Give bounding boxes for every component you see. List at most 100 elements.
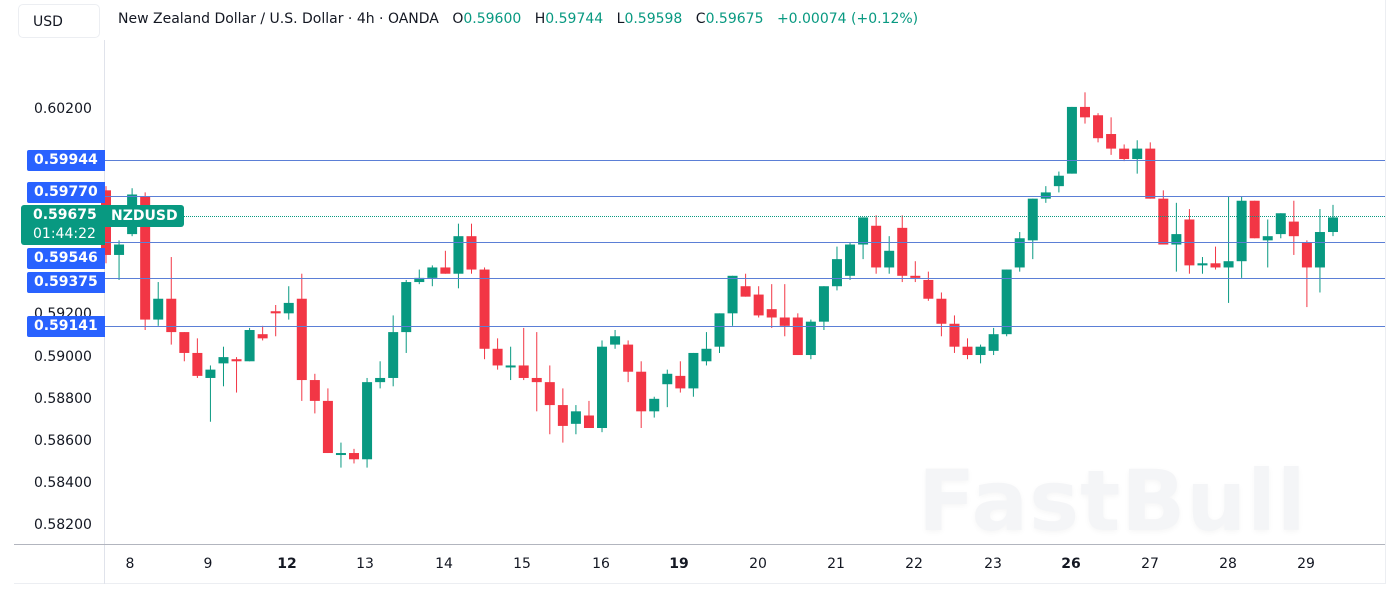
candle-body[interactable] bbox=[975, 346, 986, 356]
candle-body[interactable] bbox=[805, 321, 816, 356]
candle-body[interactable] bbox=[375, 377, 386, 383]
candle-body[interactable] bbox=[518, 365, 529, 378]
level-label[interactable]: 0.59944 bbox=[27, 150, 105, 171]
candle-body[interactable] bbox=[231, 359, 242, 362]
candle-body[interactable] bbox=[845, 244, 856, 276]
candle-body[interactable] bbox=[153, 298, 164, 320]
candle-body[interactable] bbox=[688, 352, 699, 389]
candle-body[interactable] bbox=[349, 453, 360, 460]
candle-body[interactable] bbox=[1236, 200, 1247, 262]
candle-body[interactable] bbox=[114, 244, 125, 255]
candle-body[interactable] bbox=[244, 330, 255, 362]
candle-body[interactable] bbox=[779, 317, 790, 326]
candle-body[interactable] bbox=[1210, 263, 1221, 268]
candle-body[interactable] bbox=[1223, 261, 1234, 268]
candle-body[interactable] bbox=[257, 334, 268, 339]
candle-body[interactable] bbox=[701, 348, 712, 362]
candle-body[interactable] bbox=[910, 275, 921, 278]
candle-body[interactable] bbox=[505, 365, 516, 368]
candle-body[interactable] bbox=[923, 279, 934, 299]
candle-body[interactable] bbox=[1328, 217, 1338, 233]
candle-body[interactable] bbox=[1014, 238, 1025, 268]
candle-body[interactable] bbox=[1288, 221, 1299, 237]
candle-body[interactable] bbox=[270, 311, 281, 314]
candle-body[interactable] bbox=[335, 453, 346, 456]
candle-body[interactable] bbox=[871, 225, 882, 268]
candle-body[interactable] bbox=[1040, 192, 1051, 199]
candle-body[interactable] bbox=[309, 380, 320, 401]
level-label[interactable]: 0.59141 bbox=[27, 316, 105, 337]
candle-body[interactable] bbox=[962, 346, 973, 356]
candle-body[interactable] bbox=[1106, 134, 1117, 149]
candle-body[interactable] bbox=[440, 267, 451, 274]
candle-body[interactable] bbox=[675, 375, 686, 389]
candle-body[interactable] bbox=[427, 267, 438, 278]
candle-body[interactable] bbox=[401, 282, 412, 333]
currency-selector[interactable]: USD bbox=[18, 4, 100, 38]
candle-body[interactable] bbox=[1093, 115, 1104, 139]
candle-body[interactable] bbox=[610, 336, 621, 345]
candle-body[interactable] bbox=[466, 236, 477, 270]
candle-body[interactable] bbox=[414, 277, 425, 283]
candle-body[interactable] bbox=[583, 415, 594, 429]
candle-body[interactable] bbox=[322, 400, 333, 454]
candle-body[interactable] bbox=[479, 269, 490, 349]
candle-body[interactable] bbox=[1066, 106, 1077, 174]
candle-body[interactable] bbox=[897, 227, 908, 276]
level-line[interactable] bbox=[105, 242, 1385, 243]
candle-body[interactable] bbox=[1132, 148, 1143, 160]
candle-body[interactable] bbox=[296, 298, 307, 381]
level-line[interactable] bbox=[105, 278, 1385, 279]
candle-body[interactable] bbox=[1158, 198, 1169, 245]
candle-body[interactable] bbox=[597, 346, 608, 429]
candle-body[interactable] bbox=[766, 309, 777, 318]
candle-body[interactable] bbox=[179, 332, 190, 353]
candle-body[interactable] bbox=[531, 377, 542, 383]
candle-body[interactable] bbox=[1027, 198, 1038, 241]
candle-body[interactable] bbox=[662, 373, 673, 385]
candle-body[interactable] bbox=[831, 259, 842, 287]
candle-body[interactable] bbox=[936, 298, 947, 324]
level-label[interactable]: 0.59546 bbox=[27, 248, 105, 269]
candle-body[interactable] bbox=[192, 352, 203, 376]
candle-body[interactable] bbox=[740, 286, 751, 297]
candle-body[interactable] bbox=[218, 357, 229, 364]
candle-body[interactable] bbox=[1171, 234, 1182, 245]
candle-body[interactable] bbox=[636, 371, 647, 412]
candle-body[interactable] bbox=[1079, 106, 1090, 118]
candle-body[interactable] bbox=[1053, 175, 1064, 187]
candle-body[interactable] bbox=[1001, 269, 1012, 335]
candle-body[interactable] bbox=[1314, 232, 1325, 268]
candle-body[interactable] bbox=[453, 236, 464, 274]
level-line[interactable] bbox=[105, 160, 1385, 161]
candle-body[interactable] bbox=[557, 405, 568, 426]
candle-body[interactable] bbox=[727, 275, 738, 314]
level-line[interactable] bbox=[105, 196, 1385, 197]
candle-body[interactable] bbox=[792, 317, 803, 356]
candle-body[interactable] bbox=[166, 298, 177, 333]
candle-body[interactable] bbox=[1262, 236, 1273, 241]
level-line[interactable] bbox=[105, 326, 1385, 327]
candle-body[interactable] bbox=[858, 217, 869, 245]
candle-body[interactable] bbox=[714, 313, 725, 347]
candle-body[interactable] bbox=[1119, 148, 1130, 160]
candle-body[interactable] bbox=[949, 323, 960, 347]
level-label[interactable]: 0.59375 bbox=[27, 272, 105, 293]
candle-body[interactable] bbox=[818, 286, 829, 322]
candle-body[interactable] bbox=[205, 369, 216, 378]
candle-body[interactable] bbox=[1249, 200, 1260, 239]
candle-body[interactable] bbox=[388, 332, 399, 378]
candle-body[interactable] bbox=[988, 334, 999, 351]
candle-body[interactable] bbox=[649, 398, 660, 412]
candle-body[interactable] bbox=[140, 196, 151, 320]
candle-body[interactable] bbox=[1275, 213, 1286, 235]
candle-body[interactable] bbox=[283, 302, 294, 314]
candle-body[interactable] bbox=[623, 344, 634, 372]
candle-body[interactable] bbox=[1197, 263, 1208, 266]
candle-body[interactable] bbox=[1301, 242, 1312, 268]
candle-body[interactable] bbox=[544, 382, 555, 406]
candle-body[interactable] bbox=[753, 294, 764, 316]
candle-body[interactable] bbox=[570, 411, 581, 424]
candle-body[interactable] bbox=[1145, 148, 1156, 199]
